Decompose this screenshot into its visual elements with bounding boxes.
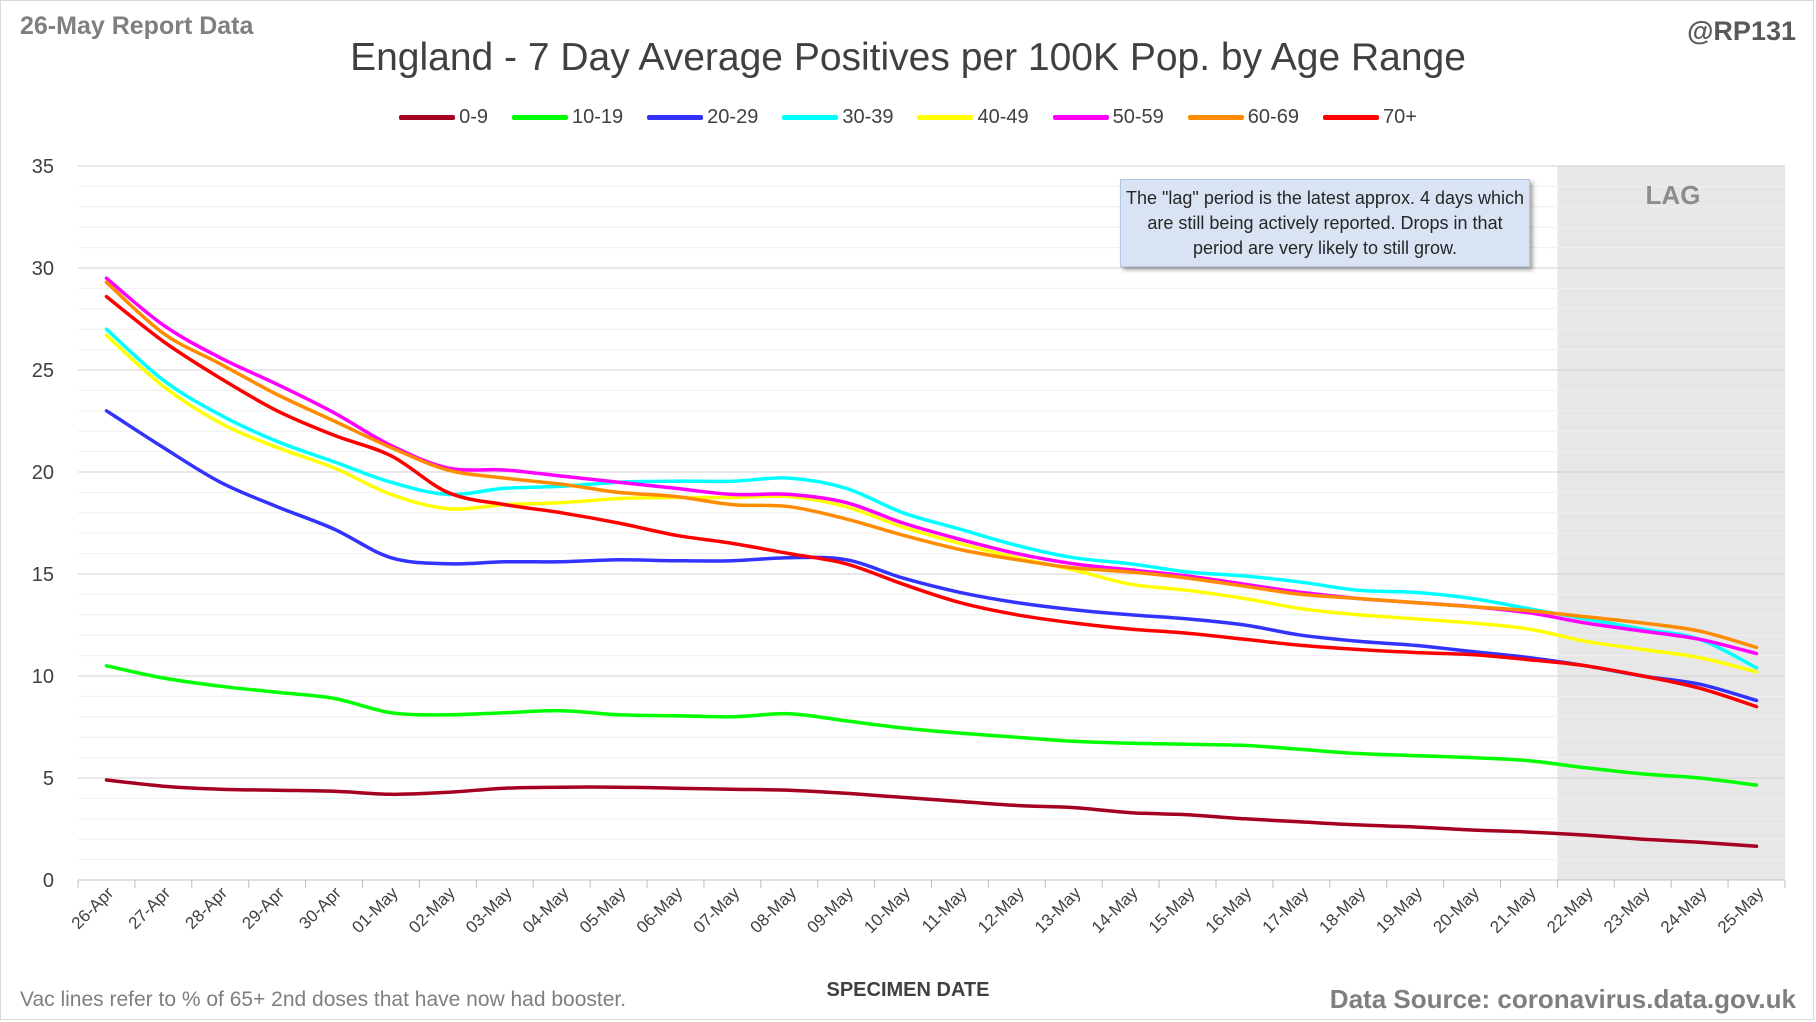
x-tick-label: 01-May	[348, 883, 402, 937]
x-tick-label: 23-May	[1600, 883, 1654, 937]
legend-swatch	[917, 115, 974, 120]
lag-label: LAG	[1645, 180, 1701, 210]
legend-item: 40-49	[917, 106, 1029, 129]
x-tick-label: 12-May	[974, 883, 1028, 937]
legend-swatch	[782, 115, 839, 120]
footnote: Vac lines refer to % of 65+ 2nd doses th…	[20, 988, 627, 1011]
x-tick-label: 19-May	[1372, 883, 1426, 937]
x-tick-label: 28-Apr	[182, 883, 232, 933]
chart-legend: 0-9 10-19 20-29 30-39 40-49 50-59 60-69 70+	[0, 106, 1816, 129]
x-tick-label: 15-May	[1145, 883, 1199, 937]
x-tick-label: 29-Apr	[238, 883, 288, 933]
series-line-50-59	[104, 276, 1759, 656]
legend-label: 40-49	[977, 106, 1029, 128]
y-tick-label: 10	[32, 666, 54, 688]
x-tick-label: 05-May	[576, 883, 630, 937]
legend-label: 20-29	[707, 106, 759, 128]
legend-item: 30-39	[782, 106, 893, 129]
legend-item: 60-69	[1187, 106, 1299, 129]
y-tick-label: 5	[43, 768, 54, 790]
x-tick-label: 11-May	[918, 883, 971, 936]
legend-label: 70+	[1382, 106, 1417, 128]
x-tick-label: 09-May	[803, 883, 857, 937]
series-line-20-29	[104, 409, 1759, 703]
x-tick-label: 14-May	[1088, 883, 1142, 937]
x-tick-label: 16-May	[1202, 883, 1256, 937]
y-tick-label: 30	[32, 258, 54, 280]
y-tick-label: 25	[32, 360, 54, 382]
y-tick-label: 15	[32, 564, 54, 586]
legend-item: 0-9	[399, 106, 488, 129]
x-tick-label: 04-May	[519, 883, 573, 937]
legend-swatch	[512, 115, 569, 120]
x-tick-label: 22-May	[1543, 883, 1597, 937]
x-axis-title: SPECIMEN DATE	[826, 979, 990, 1001]
lag-region	[1557, 166, 1785, 880]
legend-label: 10-19	[572, 106, 624, 128]
report-date-label: 26-May Report Data	[20, 12, 254, 40]
x-tick-label: 02-May	[405, 883, 459, 937]
x-tick-label: 17-May	[1259, 883, 1313, 937]
series-line-0-9	[104, 778, 1759, 849]
legend-item: 70+	[1322, 106, 1417, 129]
legend-swatch	[399, 115, 456, 120]
y-tick-label: 35	[32, 156, 54, 178]
x-tick-label: 08-May	[747, 883, 801, 937]
series-line-10-19	[104, 664, 1759, 787]
series-line-60-69	[104, 280, 1759, 650]
y-tick-label: 0	[43, 870, 54, 892]
legend-item: 50-59	[1052, 106, 1164, 129]
legend-label: 0-9	[459, 106, 489, 128]
x-tick-label: 21-May	[1486, 883, 1540, 937]
x-tick-label: 03-May	[462, 883, 516, 937]
series-line-30-39	[104, 327, 1759, 670]
x-tick-label: 30-Apr	[295, 883, 345, 933]
x-tick-label: 26-Apr	[68, 883, 118, 933]
legend-item: 20-29	[647, 106, 758, 129]
x-tick-label: 10-May	[860, 883, 914, 937]
series-line-40-49	[104, 333, 1759, 674]
author-handle: @RP131	[1687, 16, 1796, 46]
data-source: Data Source: coronavirus.data.gov.uk	[1329, 984, 1796, 1014]
x-tick-label: 13-May	[1031, 883, 1085, 937]
legend-item: 10-19	[512, 106, 623, 129]
legend-swatch	[1187, 115, 1244, 120]
legend-label: 50-59	[1112, 106, 1164, 128]
x-tick-label: 20-May	[1429, 883, 1483, 937]
legend-swatch	[647, 115, 704, 120]
legend-label: 30-39	[842, 106, 894, 128]
legend-swatch	[1052, 115, 1109, 120]
chart-title: England - 7 Day Average Positives per 10…	[350, 36, 1466, 79]
legend-swatch	[1322, 115, 1379, 120]
series-line-70plus	[104, 294, 1759, 709]
y-tick-label: 20	[32, 462, 54, 484]
x-tick-label: 18-May	[1316, 883, 1370, 937]
x-tick-label: 24-May	[1657, 883, 1711, 937]
x-tick-label: 27-Apr	[125, 883, 175, 933]
x-tick-label: 07-May	[690, 883, 744, 937]
x-tick-label: 25-May	[1714, 883, 1768, 937]
x-tick-label: 06-May	[633, 883, 687, 937]
lag-annotation-box: The "lag" period is the latest approx. 4…	[1120, 179, 1530, 267]
legend-label: 60-69	[1247, 106, 1299, 128]
